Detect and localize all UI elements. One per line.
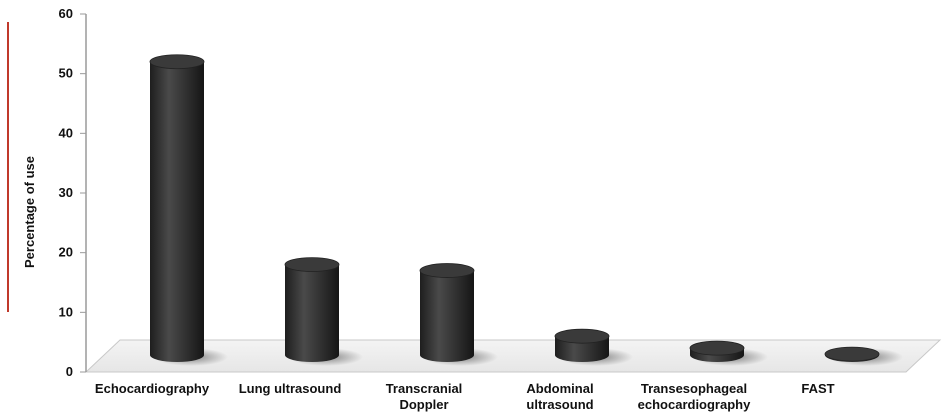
y-tick-label: 30 (59, 185, 73, 200)
bar-top-0 (149, 54, 205, 70)
y-tick-label: 0 (66, 364, 73, 379)
bar-top-1 (284, 257, 340, 273)
bar-2 (420, 270, 474, 362)
y-tick-label: 20 (59, 245, 73, 260)
category-label: FAST (801, 381, 834, 396)
bar-top-5 (824, 346, 880, 362)
category-label: Transcranial Doppler (386, 381, 463, 412)
bars (149, 54, 903, 366)
y-ticks: 0 10 20 30 40 50 60 (59, 6, 86, 379)
bar-top-4 (689, 340, 745, 356)
bar-1 (285, 264, 339, 362)
y-tick-label: 50 (59, 66, 73, 81)
category-label: Lung ultrasound (239, 381, 342, 396)
category-label: Abdominal ultrasound (526, 381, 593, 412)
category-label: Transesophageal echocardiography (638, 381, 751, 412)
bar-top-2 (419, 263, 475, 278)
y-axis-label: Percentage of use (22, 156, 37, 268)
bar-0 (150, 61, 204, 362)
y-axis-title: Percentage of use (22, 156, 37, 268)
bar-top-3 (554, 328, 610, 344)
category-label: Echocardiography (95, 381, 210, 396)
category-labels: Echocardiography Lung ultrasound Transcran… (95, 381, 835, 412)
y-tick-label: 40 (59, 125, 73, 140)
y-tick-label: 60 (59, 6, 73, 21)
y-tick-label: 10 (59, 304, 73, 319)
